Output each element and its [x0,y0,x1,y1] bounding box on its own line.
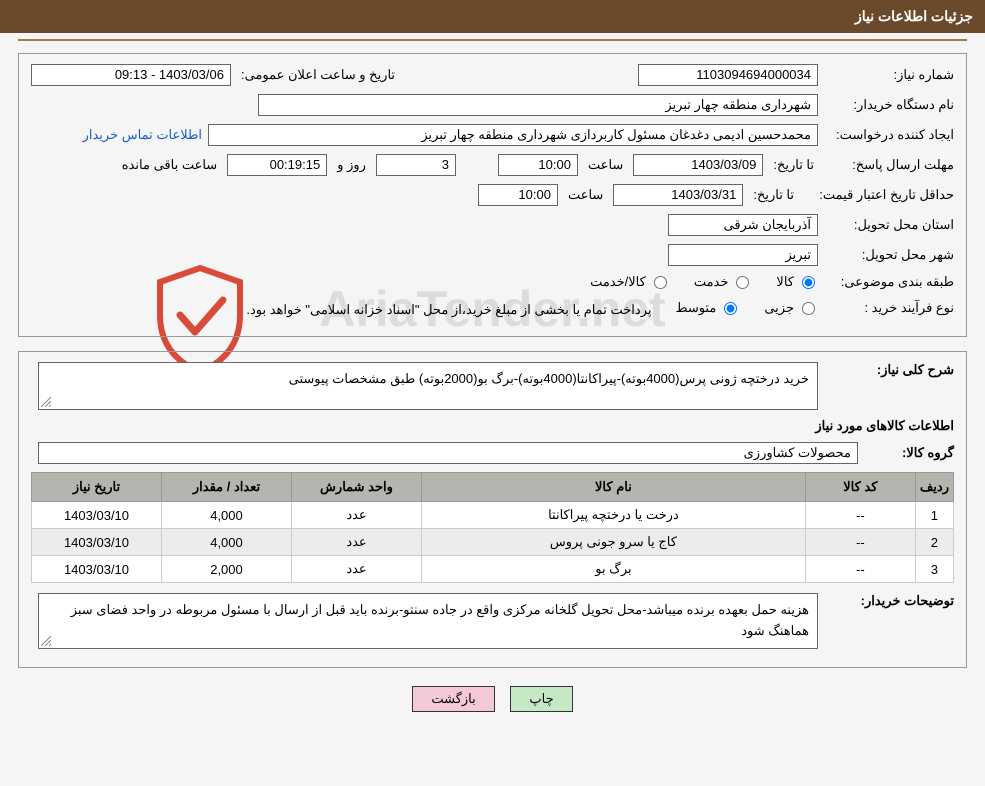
buyer-contact-link[interactable]: اطلاعات تماس خریدار [83,127,202,143]
th-code: کد کالا [805,473,915,502]
group-label: گروه کالا: [864,445,954,461]
hour-label-2: ساعت [564,187,607,203]
cell-unit: عدد [292,556,422,583]
cat-service-label: خدمت [694,274,729,290]
announce-value: 1403/03/06 - 09:13 [31,64,231,86]
header-underline [18,39,967,41]
cell-row: 3 [915,556,953,583]
need-no-value: 1103094694000034 [638,64,818,86]
buyer-notes-label: توضیحات خریدار: [824,593,954,609]
requester-value: محمدحسین ادیمی دغدغان مسئول کاربردازی شه… [208,124,818,146]
cell-name: برگ بو [422,556,806,583]
need-no-label: شماره نیاز: [824,67,954,83]
th-name: نام کالا [422,473,806,502]
cell-name: کاج یا سرو جونی پروس [422,529,806,556]
proc-medium-radio[interactable] [724,302,737,315]
cell-qty: 2,000 [162,556,292,583]
info-panel: شماره نیاز: 1103094694000034 تاریخ و ساع… [18,53,967,337]
until-label-1: تا تاریخ: [769,157,818,173]
th-qty: تعداد / مقدار [162,473,292,502]
button-row: چاپ بازگشت [0,686,985,712]
cell-date: 1403/03/10 [32,529,162,556]
until-label-2: تا تاریخ: [749,187,798,203]
days-and-label: روز و [333,157,370,173]
cell-date: 1403/03/10 [32,556,162,583]
cell-row: 1 [915,502,953,529]
th-unit: واحد شمارش [292,473,422,502]
cell-qty: 4,000 [162,502,292,529]
group-value: محصولات کشاورزی [38,442,858,464]
remain-time: 00:19:15 [227,154,327,176]
deadline-date: 1403/03/09 [633,154,763,176]
page-title: جزئیات اطلاعات نیاز [855,8,973,24]
process-label: نوع فرآیند خرید : [824,300,954,316]
resize-handle-icon [41,636,51,646]
requester-label: ایجاد کننده درخواست: [824,127,954,143]
cat-goods-label: کالا [776,274,794,290]
min-price-date: 1403/03/31 [613,184,743,206]
print-button[interactable]: چاپ [510,686,572,712]
table-row: 2 -- کاج یا سرو جونی پروس عدد 4,000 1403… [32,529,954,556]
page-header: جزئیات اطلاعات نیاز [0,0,985,33]
buyer-org-label: نام دستگاه خریدار: [824,97,954,113]
buyer-notes-box: هزینه حمل بعهده برنده میباشد-محل تحویل گ… [38,593,818,649]
cat-goods-service-radio[interactable] [654,276,667,289]
summary-text: خرید درختچه ژونی پرس(4000بوته)-پیراکانتا… [289,371,809,386]
th-row: ردیف [915,473,953,502]
resize-handle-icon [41,397,51,407]
cell-date: 1403/03/10 [32,502,162,529]
cat-goods-radio[interactable] [802,276,815,289]
hour-label-1: ساعت [584,157,627,173]
category-label: طبقه بندی موضوعی: [824,274,954,290]
back-button[interactable]: بازگشت [412,686,494,712]
need-panel: شرح کلی نیاز: خرید درختچه ژونی پرس(4000ب… [18,351,967,668]
proc-minor-radio[interactable] [802,302,815,315]
min-price-label: حداقل تاریخ اعتبار قیمت: [804,187,954,203]
cell-row: 2 [915,529,953,556]
items-table: ردیف کد کالا نام کالا واحد شمارش تعداد /… [31,472,954,583]
buyer-notes-text: هزینه حمل بعهده برنده میباشد-محل تحویل گ… [71,602,809,638]
items-title: اطلاعات کالاهای مورد نیاز [31,418,954,434]
th-date: تاریخ نیاز [32,473,162,502]
city-value: تبریز [668,244,818,266]
remain-label: ساعت باقی مانده [118,157,221,173]
cell-qty: 4,000 [162,529,292,556]
cell-unit: عدد [292,529,422,556]
city-label: شهر محل تحویل: [824,247,954,263]
cell-name: درخت یا درختچه پیراکانتا [422,502,806,529]
cell-code: -- [805,502,915,529]
summary-label: شرح کلی نیاز: [824,362,954,378]
proc-medium-label: متوسط [675,300,716,316]
table-row: 3 -- برگ بو عدد 2,000 1403/03/10 [32,556,954,583]
deadline-label: مهلت ارسال پاسخ: [824,157,954,173]
proc-minor-label: جزیی [764,300,794,316]
process-note: پرداخت تمام یا بخشی از مبلغ خرید،از محل … [246,302,651,318]
province-label: استان محل تحویل: [824,217,954,233]
province-value: آذربایجان شرقی [668,214,818,236]
cell-unit: عدد [292,502,422,529]
min-price-time: 10:00 [478,184,558,206]
deadline-time: 10:00 [498,154,578,176]
buyer-org-value: شهرداری منطقه چهار تبریز [258,94,818,116]
table-row: 1 -- درخت یا درختچه پیراکانتا عدد 4,000 … [32,502,954,529]
cat-service-radio[interactable] [736,276,749,289]
announce-label: تاریخ و ساعت اعلان عمومی: [237,67,399,83]
cell-code: -- [805,556,915,583]
cat-goods-service-label: کالا/خدمت [590,274,646,290]
cell-code: -- [805,529,915,556]
days-remaining: 3 [376,154,456,176]
summary-box: خرید درختچه ژونی پرس(4000بوته)-پیراکانتا… [38,362,818,410]
